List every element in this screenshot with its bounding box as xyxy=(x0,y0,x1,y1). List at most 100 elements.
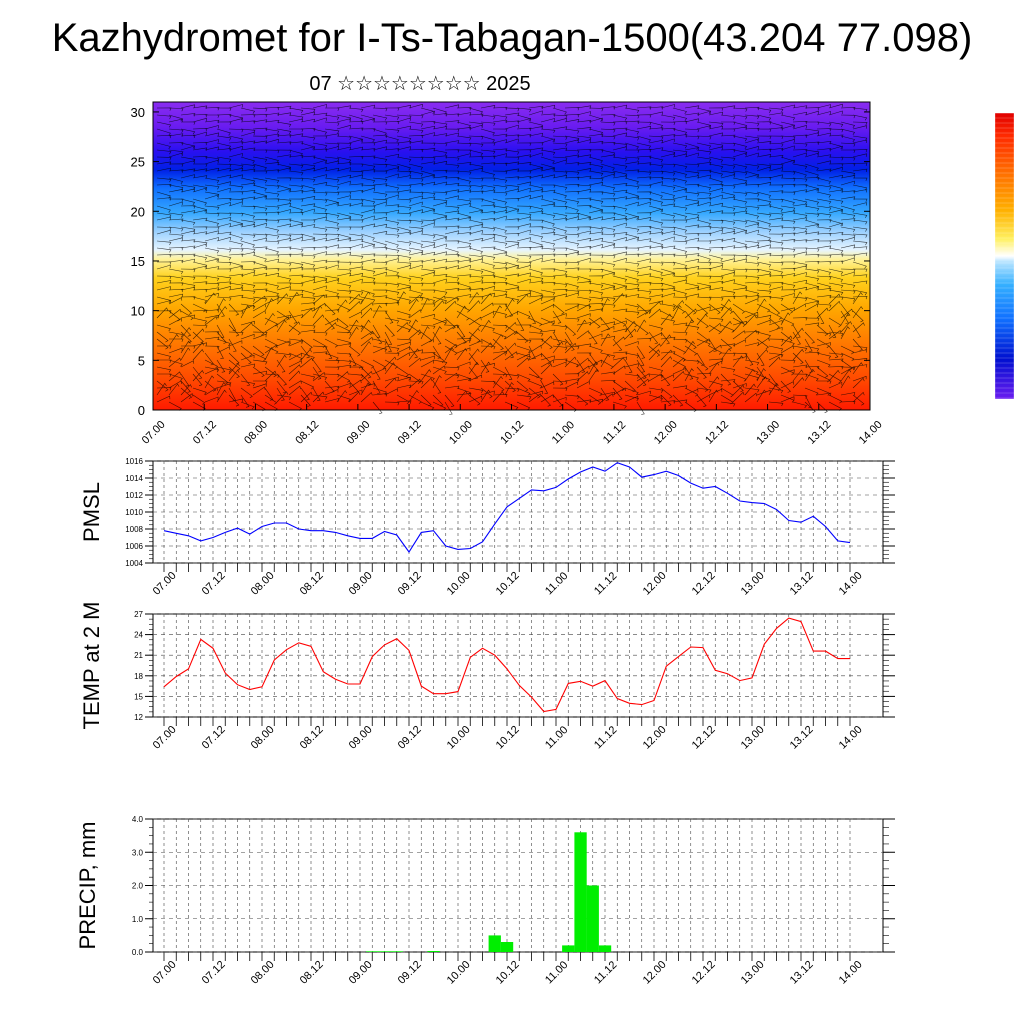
x-tick-label: 14.00 xyxy=(837,724,865,752)
x-tick-label: 10.00 xyxy=(445,959,473,987)
precipitation-panel: 0.0 1.0 2.0 3.0 4.0 07.00 07.12 08.00 08.12 09.00… xyxy=(75,815,895,987)
x-tick-label: 08.00 xyxy=(242,419,270,447)
pmsl-line xyxy=(163,462,851,553)
x-tick-label: 09.12 xyxy=(396,724,424,752)
x-tick-label: 11.12 xyxy=(592,570,619,597)
y-tick-label: 15 xyxy=(134,692,143,701)
y-tick-label: 3.0 xyxy=(132,848,144,857)
y-tick-label: 25 xyxy=(131,155,145,170)
x-tick-label: 07.12 xyxy=(191,419,219,447)
x-tick-label: 12.00 xyxy=(652,419,680,447)
y-tick-label: 4.0 xyxy=(132,815,144,824)
x-tick-label: 13.00 xyxy=(754,419,782,447)
x-tick-label: 10.00 xyxy=(445,724,473,752)
x-tick-label: 13.12 xyxy=(788,959,816,987)
panel-frame xyxy=(152,460,884,564)
x-tick-label: 09.00 xyxy=(347,724,375,752)
y-tick-label: 20 xyxy=(131,204,145,219)
pmsl-panel: 1004 1006 1008 1010 1012 1014 1016 07.00 07.12 08… xyxy=(79,457,895,598)
x-tick-label: 14.00 xyxy=(837,570,865,598)
precip-bar xyxy=(562,945,575,952)
x-tick-label: 11.00 xyxy=(543,570,570,597)
y-tick-label: 1010 xyxy=(125,508,143,517)
x-tick-label: 07.00 xyxy=(151,959,179,987)
y-tick-label: 1.0 xyxy=(132,915,144,924)
x-tick-label: 07.00 xyxy=(151,724,179,752)
x-tick-label: 07.12 xyxy=(200,570,228,598)
x-tick-label: 11.00 xyxy=(543,959,570,986)
x-tick-label: 09.12 xyxy=(396,570,424,598)
x-tick-label: 11.12 xyxy=(592,959,619,986)
y-tick-label: 1004 xyxy=(125,559,143,568)
precip-bar xyxy=(378,951,391,952)
panel-frame xyxy=(152,613,884,718)
x-tick-label: 08.00 xyxy=(249,570,277,598)
y-axis-label: PMSL xyxy=(79,482,104,542)
x-tick-label: 12.12 xyxy=(690,570,718,598)
colorbar-strip xyxy=(994,112,1015,400)
x-tick-label: 09.00 xyxy=(347,570,375,598)
x-tick-label: 12.12 xyxy=(703,419,731,447)
x-tick-label: 12.12 xyxy=(690,959,718,987)
temperature-line xyxy=(163,617,850,713)
y-tick-label: 0 xyxy=(138,403,145,418)
x-tick-label: 07.12 xyxy=(200,724,228,752)
x-tick-label: 12.00 xyxy=(641,724,669,752)
x-tick-label: 09.12 xyxy=(396,959,424,987)
x-tick-label: 08.12 xyxy=(298,724,326,752)
panel-frame xyxy=(152,818,884,953)
x-tick-label: 13.00 xyxy=(739,570,767,598)
x-tick-label: 10.12 xyxy=(494,959,522,987)
x-tick-label: 10.00 xyxy=(447,419,475,447)
x-tick-label: 07.00 xyxy=(151,570,179,598)
y-tick-label: 12 xyxy=(134,713,143,722)
x-tick-label: 08.00 xyxy=(249,724,277,752)
x-tick-label: 10.00 xyxy=(445,570,473,598)
y-axis-label: TEMP at 2 M xyxy=(79,602,104,730)
y-tick-label: 1014 xyxy=(125,474,143,483)
wind-barbs xyxy=(156,103,868,415)
x-tick-label: 08.12 xyxy=(293,419,321,447)
x-tick-label: 14.00 xyxy=(857,419,885,447)
heatmap-field xyxy=(153,102,870,410)
y-tick-label: 10 xyxy=(131,304,145,319)
precip-bar xyxy=(574,832,587,952)
y-tick-label: 1006 xyxy=(125,542,143,551)
x-tick-label: 10.12 xyxy=(494,570,522,598)
y-tick-label: 18 xyxy=(134,672,143,681)
precip-bar xyxy=(500,942,514,952)
x-tick-label: 08.12 xyxy=(298,959,326,987)
x-tick-label: 13.00 xyxy=(739,959,767,987)
x-tick-label: 07.12 xyxy=(200,959,228,987)
x-tick-label: 09.12 xyxy=(396,419,424,447)
y-tick-label: 0.0 xyxy=(132,948,144,957)
x-tick-label: 12.12 xyxy=(690,724,718,752)
x-tick-label: 07.00 xyxy=(140,419,168,447)
x-tick-label: 09.00 xyxy=(345,419,373,447)
x-tick-label: 13.00 xyxy=(739,724,767,752)
chart-subtitle: 07 ☆☆☆☆☆☆☆☆ 2025 xyxy=(309,73,531,95)
x-tick-label: 11.12 xyxy=(601,419,628,446)
y-tick-label: 1012 xyxy=(125,491,143,500)
y-axis-label: PRECIP, mm xyxy=(75,822,100,950)
precip-bar xyxy=(488,935,501,952)
y-tick-label: 1008 xyxy=(125,525,143,534)
x-tick-label: 11.00 xyxy=(543,724,570,751)
x-tick-label: 12.00 xyxy=(641,570,669,598)
precip-bar xyxy=(586,885,599,952)
precip-bar xyxy=(366,951,379,952)
precip-bar xyxy=(390,951,403,952)
x-tick-label: 14.00 xyxy=(837,959,865,987)
x-tick-label: 11.12 xyxy=(592,724,619,751)
y-tick-label: 27 xyxy=(134,610,143,619)
x-tick-label: 13.12 xyxy=(788,724,816,752)
x-tick-label: 13.12 xyxy=(788,570,816,598)
y-tick-label: 21 xyxy=(134,651,143,660)
x-tick-label: 09.00 xyxy=(347,959,375,987)
precip-bar xyxy=(598,945,612,952)
y-tick-label: 24 xyxy=(134,631,143,640)
x-tick-label: 08.00 xyxy=(249,959,277,987)
colorbar xyxy=(994,112,1015,400)
x-tick-label: 13.12 xyxy=(806,419,834,447)
